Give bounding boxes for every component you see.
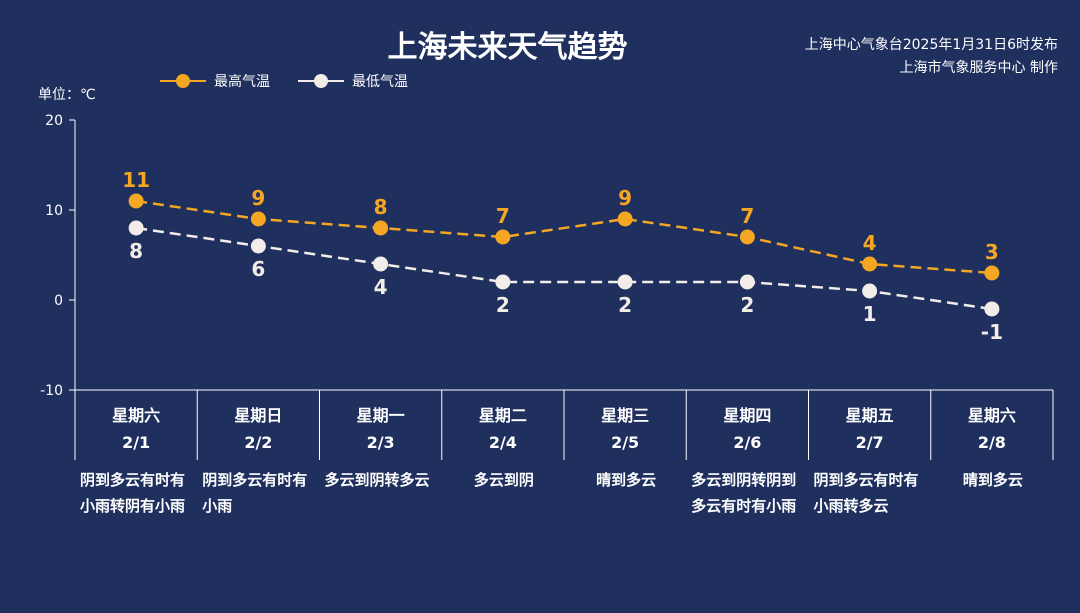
low-temp-line — [135, 226, 993, 311]
high-temp-label: 8 — [374, 195, 388, 219]
high-temp-label: 4 — [863, 231, 877, 255]
y-tick-label: 0 — [54, 293, 63, 309]
date-label: 2/4 — [488, 433, 517, 452]
day-header: 星期六 2/8 — [931, 392, 1053, 460]
date-label: 2/8 — [977, 433, 1006, 452]
legend-low-marker-icon — [298, 74, 344, 88]
date-label: 2/6 — [733, 433, 762, 452]
high-temp-label: 9 — [618, 186, 632, 210]
low-temp-point — [250, 238, 266, 254]
low-temp-label: 2 — [740, 293, 754, 317]
high-temp-point — [250, 211, 266, 227]
weekday-label: 星期日 — [234, 406, 283, 425]
day-header: 星期五 2/7 — [809, 392, 931, 460]
unit-label: 单位：℃ — [38, 87, 96, 103]
low-temp-label: 1 — [863, 302, 877, 326]
weekday-label: 星期六 — [967, 406, 1016, 425]
date-label: 2/5 — [611, 433, 640, 452]
high-temp-point — [128, 193, 144, 209]
high-temp-label: 11 — [122, 168, 150, 192]
legend-high-label: 最高气温 — [214, 74, 270, 90]
weekday-label: 星期四 — [723, 406, 772, 425]
weekday-label: 星期一 — [356, 406, 405, 425]
weekday-label: 星期六 — [112, 406, 161, 425]
high-temp-line — [135, 199, 992, 275]
low-temp-point — [862, 283, 878, 299]
low-temp-label: -1 — [981, 320, 1003, 344]
legend-low-label: 最低气温 — [352, 74, 408, 90]
low-temp-label: 4 — [374, 275, 388, 299]
weather-description: 阴到多云有时有小雨转阴有小雨 — [80, 471, 186, 515]
legend: 最高气温 最低气温 — [160, 70, 436, 92]
low-temp-point — [739, 274, 755, 290]
low-temp-point — [373, 256, 389, 272]
y-tick-label: 20 — [45, 113, 63, 129]
weekday-label: 星期三 — [601, 406, 650, 425]
y-tick-label: -10 — [40, 383, 63, 399]
high-temp-point — [495, 229, 511, 245]
weather-description: 晴到多云 — [596, 471, 657, 489]
day-header: 星期三 2/5 — [564, 392, 686, 460]
low-temp-point — [495, 274, 511, 290]
high-temp-point — [739, 229, 755, 245]
y-tick-label: 10 — [45, 203, 63, 219]
low-temp-point — [984, 301, 1000, 317]
high-temp-point — [617, 211, 633, 227]
weather-description: 多云到阴 — [473, 471, 534, 489]
date-label: 2/2 — [244, 433, 273, 452]
day-header: 星期六 2/1 — [75, 392, 197, 460]
high-temp-label: 3 — [985, 240, 999, 264]
weather-description: 阴到多云有时有小雨 — [202, 471, 308, 515]
high-temp-point — [373, 220, 389, 236]
chart-title: 上海未来天气趋势 — [387, 30, 628, 65]
date-label: 2/3 — [366, 433, 395, 452]
high-temp-point — [862, 256, 878, 272]
weather-description: 晴到多云 — [962, 471, 1023, 489]
low-temp-label: 2 — [618, 293, 632, 317]
day-header: 星期一 2/3 — [320, 392, 442, 460]
weather-description: 阴到多云有时有小雨转多云 — [813, 471, 919, 515]
low-temp-label: 6 — [251, 257, 265, 281]
legend-item-low: 最低气温 — [298, 71, 408, 91]
day-header: 星期二 2/4 — [442, 392, 564, 460]
high-temp-label: 7 — [740, 204, 754, 228]
low-temp-point — [617, 274, 633, 290]
weekday-label: 星期二 — [478, 406, 527, 425]
legend-high-marker-icon — [160, 74, 206, 88]
date-label: 2/7 — [855, 433, 884, 452]
source-line-issuer: 上海中心气象台2025年1月31日6时发布 — [804, 37, 1058, 53]
low-temp-point — [128, 220, 144, 236]
high-temp-label: 7 — [496, 204, 510, 228]
legend-item-high: 最高气温 — [160, 71, 270, 91]
weather-description: 多云到阴转阴到多云有时有小雨 — [691, 471, 797, 515]
source-line-maker: 上海市气象服务中心 制作 — [899, 60, 1058, 76]
source-info: 上海中心气象台2025年1月31日6时发布 上海市气象服务中心 制作 — [805, 34, 1058, 80]
high-temp-point — [984, 265, 1000, 281]
day-header: 星期四 2/6 — [686, 392, 808, 460]
low-temp-label: 8 — [129, 239, 143, 263]
weather-description: 多云到阴转多云 — [324, 471, 430, 489]
day-header: 星期日 2/2 — [197, 392, 319, 460]
weekday-label: 星期五 — [845, 406, 894, 425]
date-label: 2/1 — [122, 433, 151, 452]
low-temp-label: 2 — [496, 293, 510, 317]
high-temp-label: 9 — [251, 186, 265, 210]
